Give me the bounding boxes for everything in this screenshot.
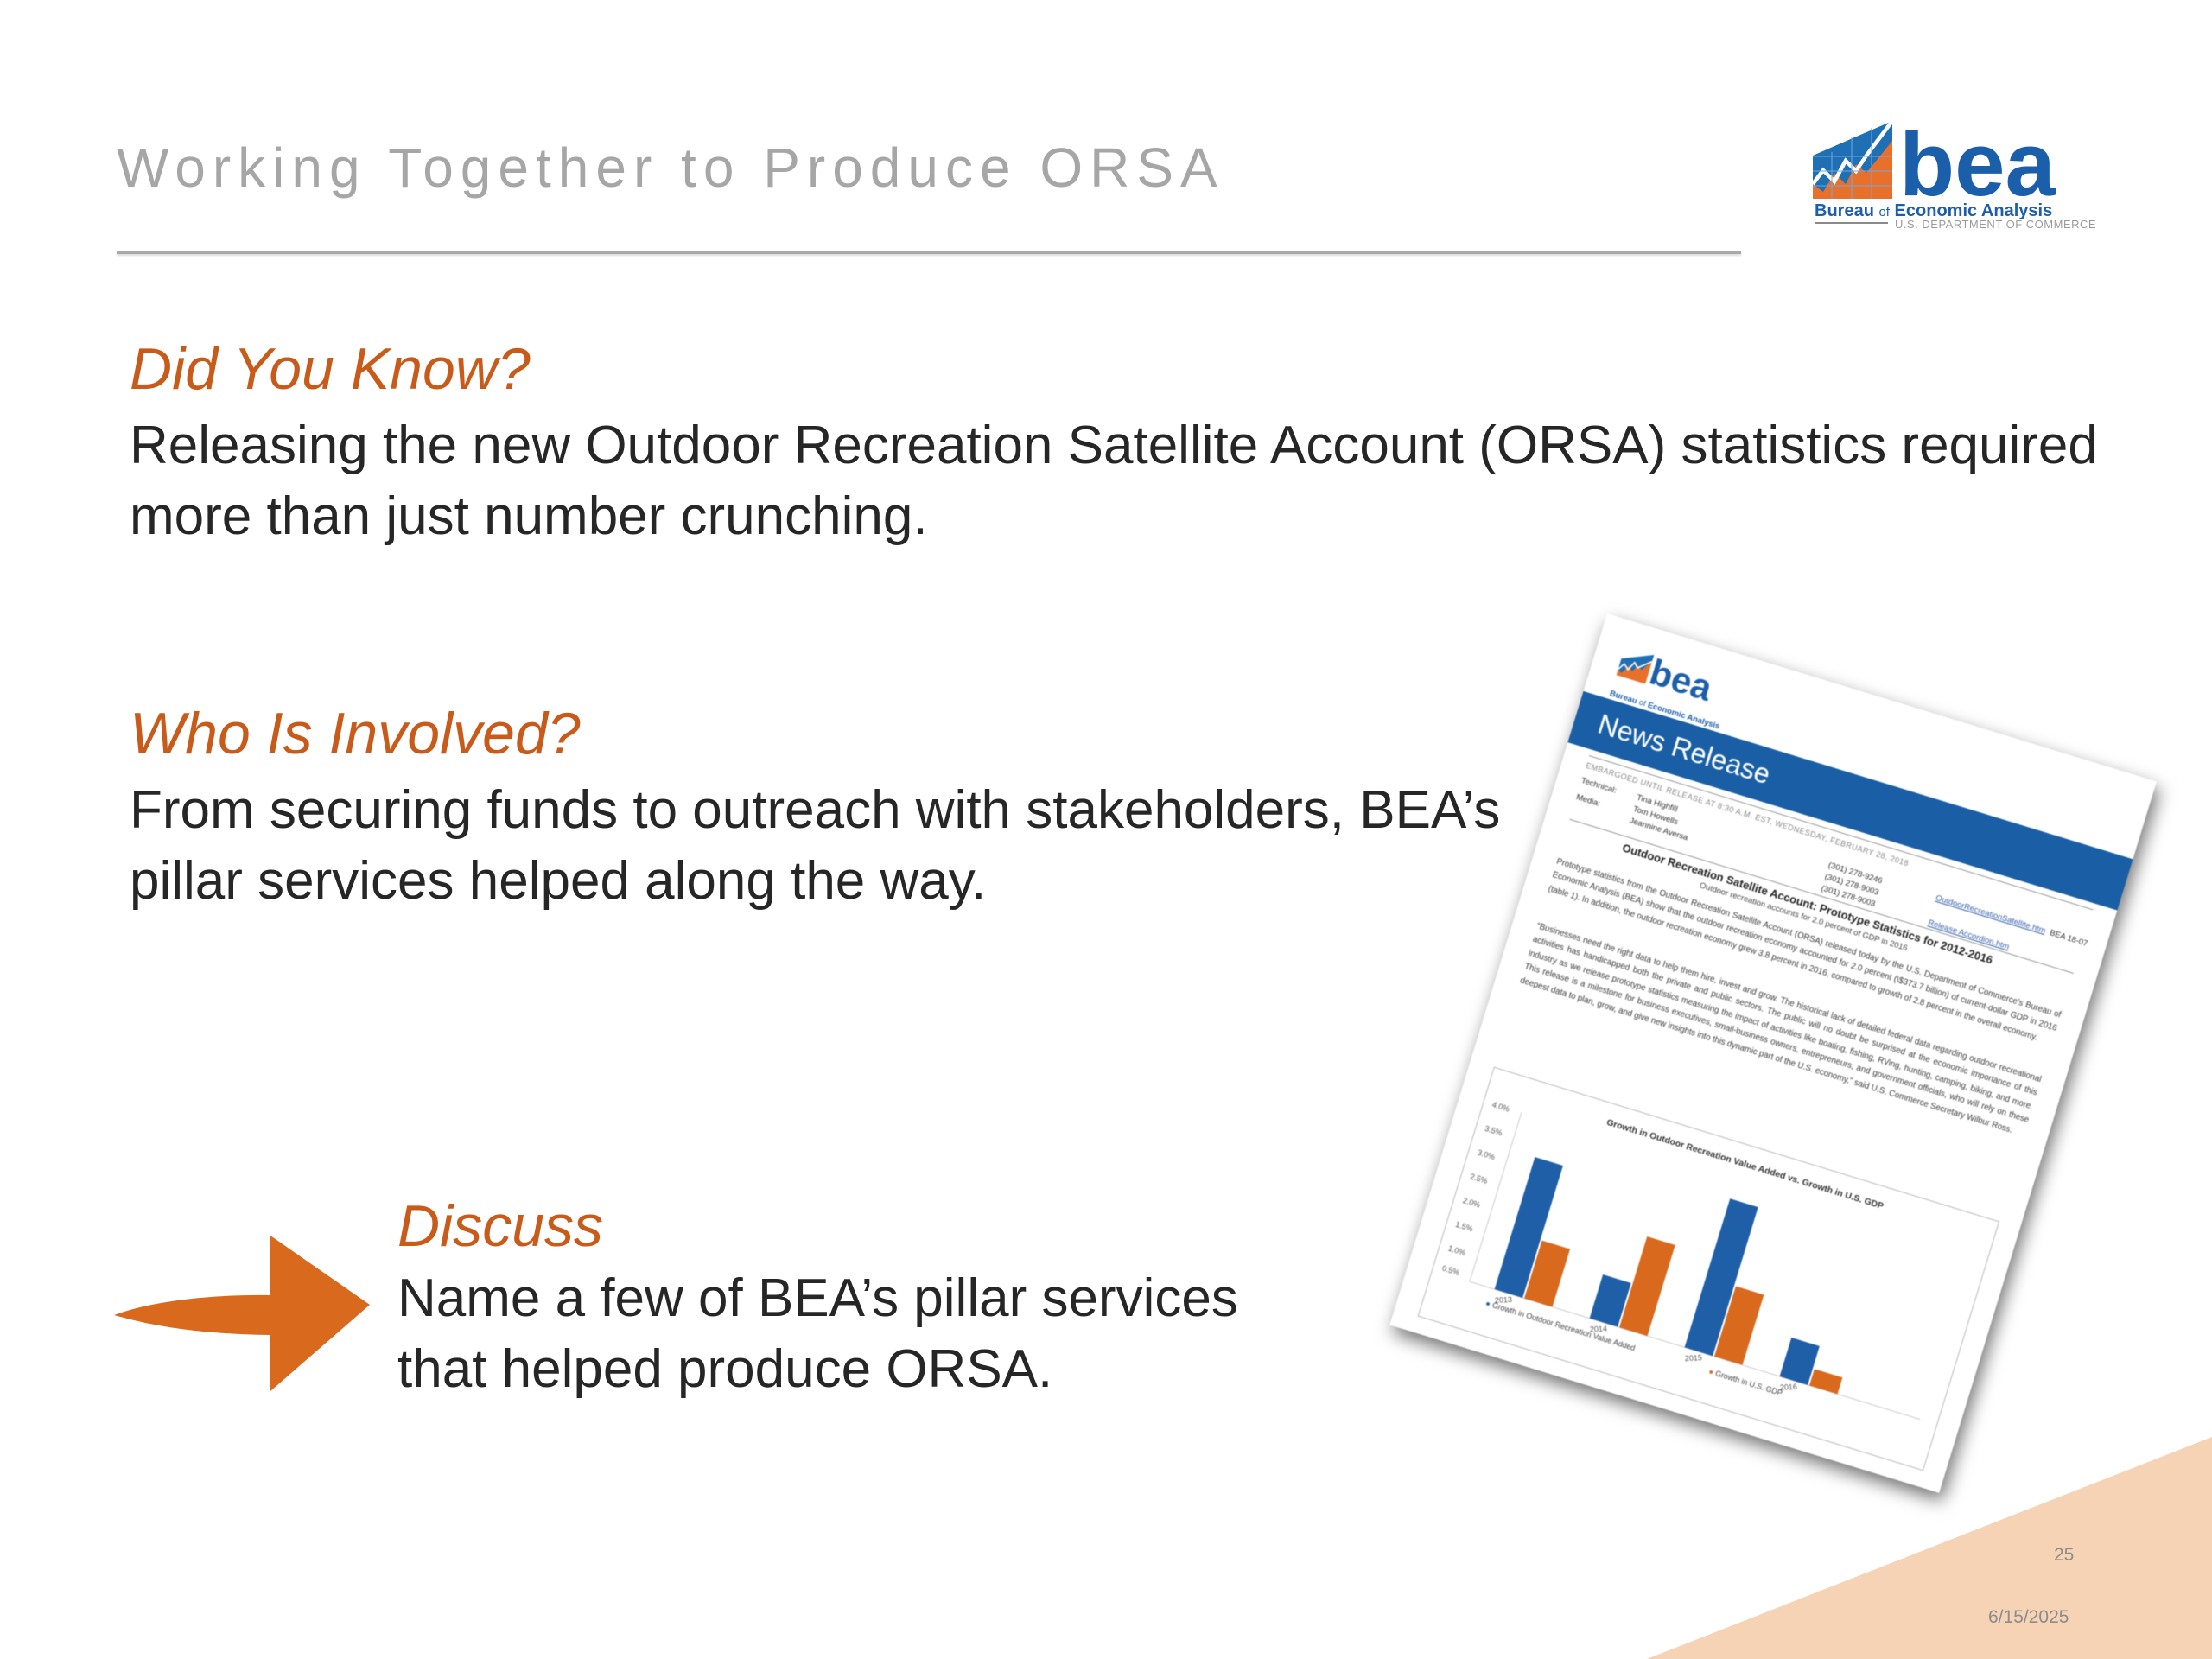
svg-text:4.0%: 4.0%: [1491, 1100, 1511, 1114]
svg-text:3.5%: 3.5%: [1484, 1124, 1503, 1138]
svg-text:bea: bea: [1899, 114, 2057, 215]
svg-text:3.0%: 3.0%: [1477, 1148, 1497, 1162]
svg-text:1.5%: 1.5%: [1454, 1220, 1474, 1234]
svg-text:0.5%: 0.5%: [1441, 1264, 1461, 1278]
svg-text:U.S. DEPARTMENT OF COMMERCE: U.S. DEPARTMENT OF COMMERCE: [1895, 218, 2096, 231]
svg-text:bea: bea: [1645, 652, 1718, 709]
svg-text:2.0%: 2.0%: [1462, 1196, 1482, 1210]
svg-text:2.5%: 2.5%: [1469, 1172, 1489, 1185]
svg-text:2015: 2015: [1685, 1353, 1703, 1363]
svg-text:1.0%: 1.0%: [1447, 1244, 1467, 1258]
